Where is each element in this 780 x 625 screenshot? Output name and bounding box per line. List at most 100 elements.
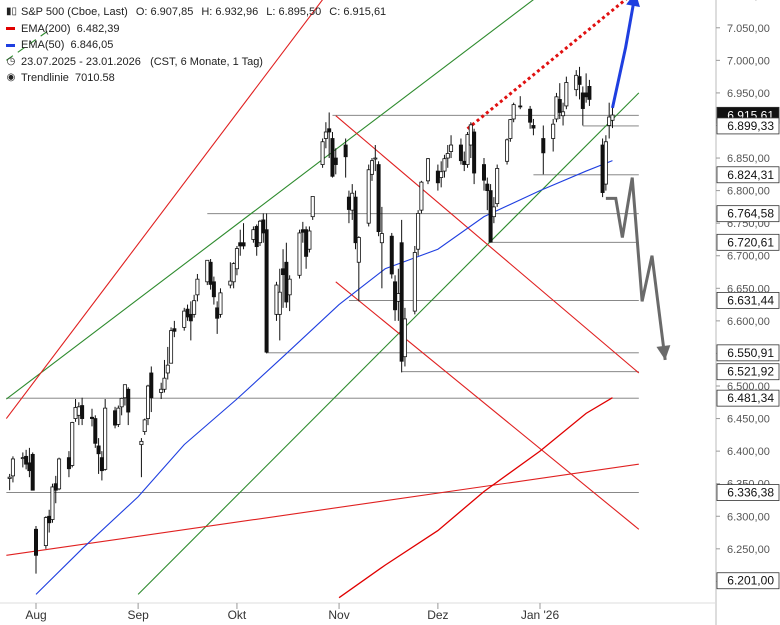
candle-body	[353, 196, 358, 244]
level-label-box	[716, 344, 780, 362]
candle-body	[215, 307, 220, 319]
y-tick-label: 6.300,00	[727, 511, 770, 523]
candle-body	[218, 292, 223, 315]
x-tick-label: Nov	[328, 608, 349, 622]
candle-body	[231, 263, 236, 283]
range-info: (CST, 6 Monate, 1 Tag)	[150, 55, 263, 68]
y-tick-label: 7.050,00	[727, 23, 770, 35]
candle-body	[162, 377, 167, 390]
level-label-text: 6.764,58	[727, 207, 774, 221]
candle-body	[485, 183, 490, 192]
candle-body	[541, 138, 546, 154]
chart-legend: ▮▯ S&P 500 (Cboe, Last) O: 6.907,85 H: 6…	[6, 4, 386, 87]
candle-body	[205, 259, 210, 283]
x-tick-label: Jan '26	[521, 608, 560, 622]
bearish-projection-arrowhead	[656, 345, 671, 360]
candle-body	[43, 517, 48, 546]
candle-body	[346, 196, 351, 210]
level-label-text: 6.481,34	[727, 391, 774, 405]
candle-body	[323, 131, 328, 139]
high-value: 6.932,96	[215, 6, 259, 18]
trend-value: 7010.58	[75, 72, 115, 84]
candle-body	[80, 405, 85, 419]
bullish-projection-path	[611, 0, 636, 109]
candle-body	[369, 160, 374, 175]
y-tick-label: 6.950,00	[727, 88, 770, 100]
candle-body	[327, 128, 332, 133]
ema200-line	[338, 397, 613, 599]
candle-body	[274, 284, 279, 315]
candle-body	[587, 86, 592, 100]
x-tick-label: Aug	[25, 608, 46, 622]
candle-body	[399, 242, 404, 362]
candle-body	[396, 293, 401, 302]
level-label-box	[716, 389, 780, 407]
level-label-box	[716, 205, 780, 223]
date-range: 23.07.2025 - 23.01.2026	[21, 55, 141, 68]
level-label-text: 6.336,38	[727, 486, 774, 500]
close-value: 6.915,61	[343, 6, 387, 18]
ema200-swatch	[6, 27, 15, 31]
candle-body	[307, 230, 312, 250]
candle-body	[34, 528, 39, 556]
y-tick-label: 6.250,00	[727, 544, 770, 556]
candle-body	[20, 457, 25, 460]
candle-body	[603, 141, 608, 185]
level-label-text: 6.631,44	[727, 293, 774, 307]
candle-body	[145, 385, 150, 419]
bearish-projection-path	[605, 177, 667, 361]
candle-body	[211, 281, 216, 298]
candle-body	[531, 125, 536, 129]
ema50-swatch	[6, 43, 15, 47]
level-label-box	[716, 572, 780, 590]
level-label-text: 6.201,00	[727, 574, 774, 588]
high-label: H:	[201, 6, 213, 18]
open-label: O:	[135, 6, 148, 18]
candle-body	[142, 419, 147, 432]
candle-body	[505, 139, 510, 162]
candle-body	[462, 160, 467, 165]
candle-body	[343, 144, 348, 158]
candle-body	[159, 388, 164, 393]
open-value: 6.907,85	[150, 6, 194, 18]
candle-body	[468, 124, 473, 146]
candle-body	[7, 476, 12, 479]
candle-body	[551, 123, 556, 139]
candle-body	[584, 92, 589, 98]
candle-body	[564, 82, 569, 107]
candle-body	[366, 169, 371, 224]
legend-trend-row: ◉ Trendlinie 7010.58	[6, 70, 386, 87]
y-tick-label: 6.600,00	[727, 316, 770, 328]
target-icon: ◉	[6, 72, 16, 83]
trendline-long-red	[6, 463, 639, 556]
x-tick-label: Okt	[228, 608, 247, 622]
candle-body	[284, 261, 289, 303]
trendline-resistance-dotted	[466, 0, 628, 130]
candle-body	[574, 74, 579, 91]
y-tick-label: 6.850,00	[727, 153, 770, 165]
candle-body	[607, 116, 612, 126]
trendline-falling-red-1	[335, 115, 640, 374]
candle-body	[439, 171, 444, 178]
ema200-label: EMA(200)	[21, 22, 71, 35]
candle-body	[416, 213, 421, 250]
level-label-text: 6.899,33	[727, 119, 774, 133]
candle-body	[554, 96, 559, 120]
trendline-lower-green	[137, 92, 640, 595]
ema200-value: 6.482,39	[76, 22, 120, 35]
candle-body	[472, 131, 477, 174]
candle-body	[610, 114, 615, 121]
legend-ema200-row: EMA(200) 6.482,39	[6, 21, 386, 38]
level-label-text: 6.521,92	[727, 365, 774, 379]
candle-body	[188, 313, 193, 322]
level-label-box	[716, 233, 780, 251]
candle-body	[277, 291, 282, 315]
ema50-line	[35, 160, 613, 595]
level-label-text: 6.720,61	[727, 235, 774, 249]
candle-body	[208, 261, 213, 285]
candle-body	[93, 418, 98, 444]
level-label-box	[716, 117, 780, 135]
candle-body	[320, 141, 325, 165]
candle-body	[600, 144, 605, 193]
